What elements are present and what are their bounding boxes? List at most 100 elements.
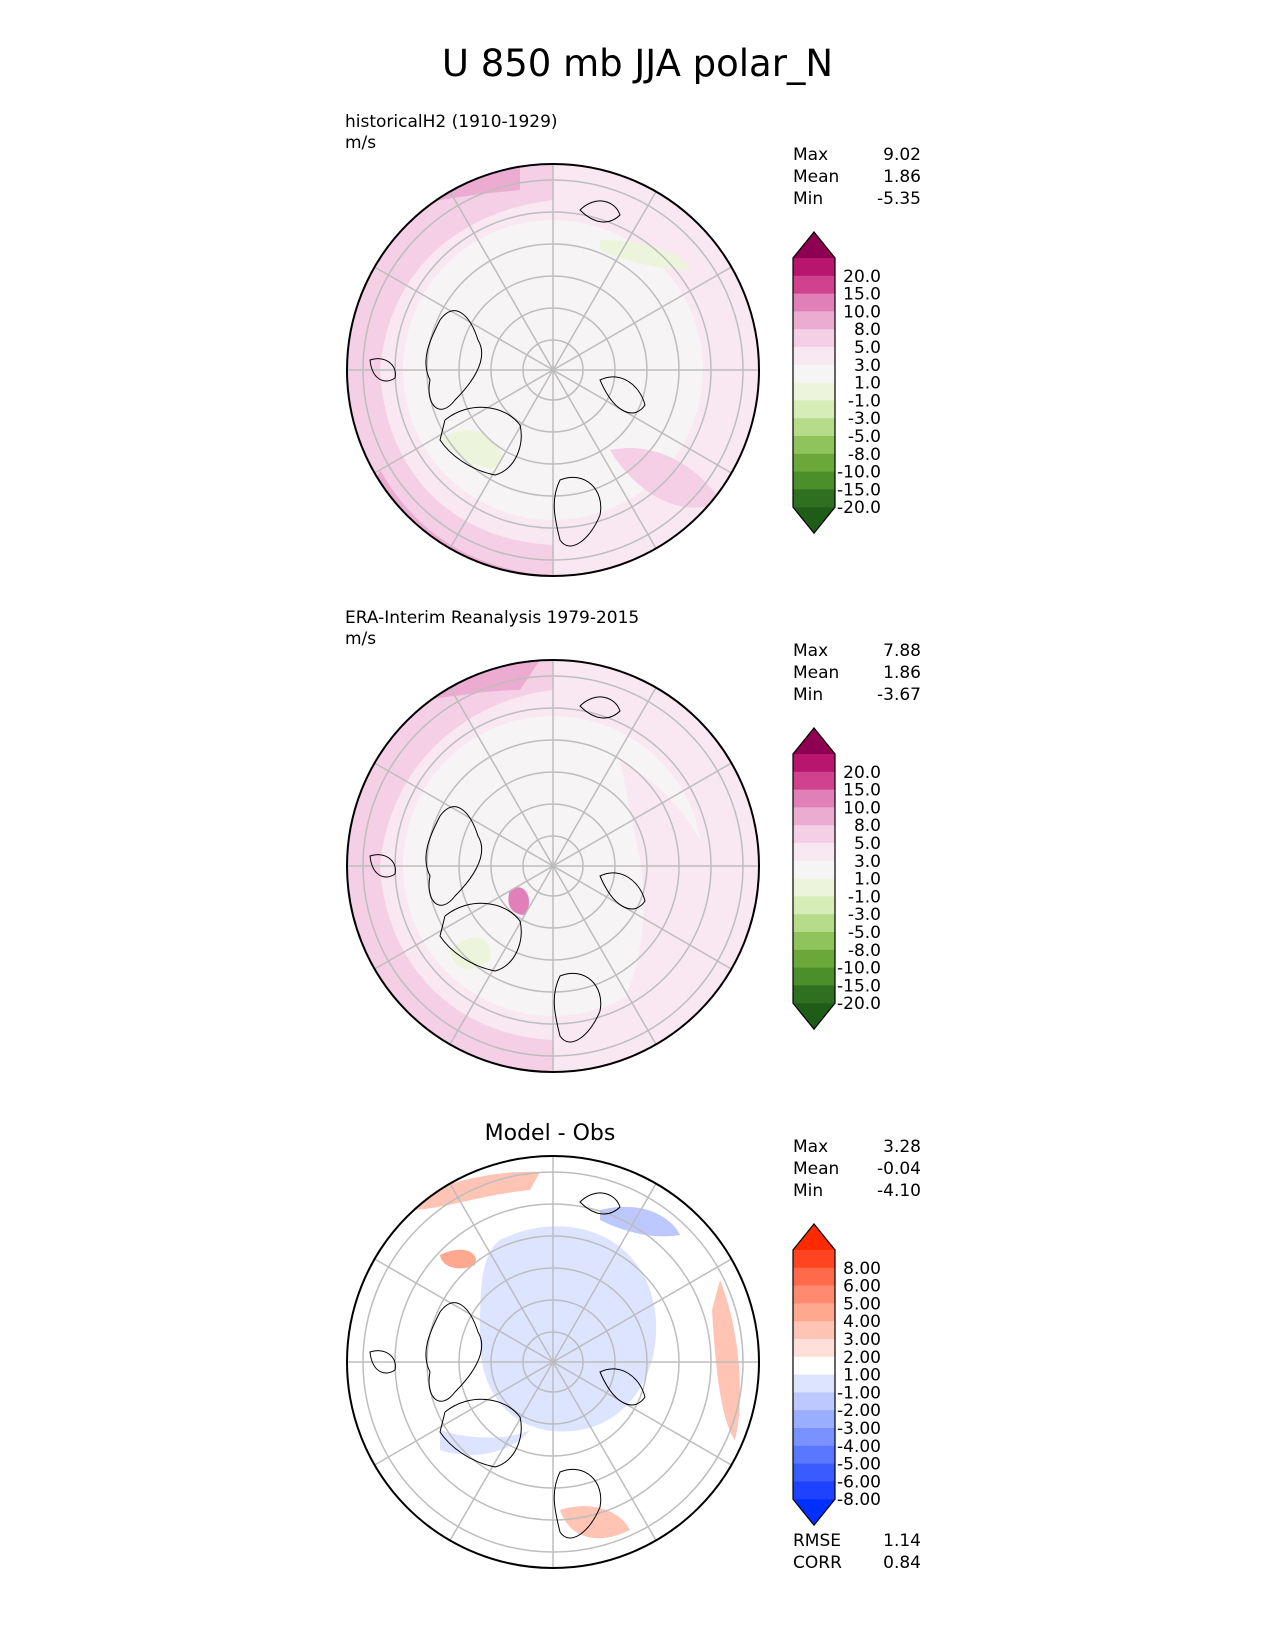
- colorbar-segment-12: [793, 949, 835, 969]
- figure-title: U 850 mb JJA polar_N: [441, 42, 834, 85]
- colorbar-segment-10: [793, 914, 835, 933]
- colorbar-segment-3: [793, 293, 835, 312]
- colorbar-tick-label-8: -3.0: [848, 409, 881, 429]
- colorbar-extend-top: [793, 232, 835, 258]
- metric-corr-value: 0.84: [883, 1553, 921, 1573]
- panel-model-stats: Max 9.02 Mean 1.86 Min -5.35: [793, 144, 921, 210]
- colorbar-segment-7: [793, 860, 835, 880]
- colorbar-tick-label-10: -8.0: [848, 941, 881, 961]
- colorbar-segment-3: [793, 789, 835, 808]
- panel-diff-metrics: RMSE 1.14 CORR 0.84: [793, 1530, 921, 1574]
- colorbar-tick-label-3: 4.00: [843, 1312, 881, 1332]
- panel-obs-stats: Max 7.88 Mean 1.86 Min -3.67: [793, 640, 921, 706]
- colorbar-segment-11: [793, 1428, 835, 1447]
- colorbar-tick-label-6: 1.0: [854, 870, 881, 890]
- metric-corr: CORR 0.84: [793, 1552, 921, 1574]
- panel-obs-title: ERA-Interim Reanalysis 1979-2015 m/s: [345, 608, 639, 650]
- colorbar-segment-9: [793, 896, 835, 915]
- stat-mean-label: Mean: [793, 167, 840, 187]
- coastline-3: [579, 1192, 621, 1215]
- colorbar-segment-5: [793, 1321, 835, 1340]
- field-contour-3: [712, 1280, 740, 1440]
- metric-rmse: RMSE 1.14: [793, 1530, 921, 1552]
- panel-diff-title: Model - Obs: [484, 1121, 616, 1146]
- colorbar-segment-8: [793, 1374, 835, 1393]
- coastline-2: [553, 1469, 602, 1539]
- colorbar-tick-label-4: 5.0: [854, 338, 881, 358]
- field-contour-1: [553, 164, 759, 370]
- colorbar-tick-label-10: -8.0: [848, 445, 881, 465]
- colorbar-tick-label-12: -15.0: [837, 976, 881, 996]
- panel-diff: Model - Obs Max 3.28 Mean -0.04 Min -4.10 R…: [0, 0, 1275, 1573]
- coastline-2: [553, 477, 602, 547]
- panel-model-name: historicalH2 (1910-1929): [345, 112, 558, 132]
- colorbar-segment-10: [793, 418, 835, 437]
- colorbar-segment-6: [793, 347, 835, 366]
- colorbar-segment-7: [793, 364, 835, 384]
- colorbar-outline: [792, 727, 836, 1031]
- meridian-line-5: [374, 266, 732, 474]
- panel-diff-stats: Max 3.28 Mean -0.04 Min -4.10: [793, 1136, 921, 1202]
- colorbar-2: 8.006.005.004.003.002.001.00-1.00-2.00-3…: [792, 1223, 881, 1527]
- colorbar-segment-13: [793, 1463, 835, 1482]
- stat-min-value: -5.35: [877, 189, 921, 209]
- colorbar-segment-4: [793, 1303, 835, 1322]
- colorbar-segment-1: [793, 258, 835, 277]
- colorbar-segment-13: [793, 967, 835, 986]
- map-outline-1: [346, 659, 760, 1073]
- panel-model-title: historicalH2 (1910-1929) m/s: [345, 112, 558, 154]
- colorbar-extend-top: [793, 728, 835, 754]
- colorbar-segment-9: [793, 400, 835, 419]
- stat-max: Max 3.28: [793, 1136, 921, 1158]
- colorbar-segment-14: [793, 985, 835, 1004]
- colorbar-extend-top: [793, 1224, 835, 1250]
- coastline-4: [369, 358, 396, 382]
- panel-obs-name: ERA-Interim Reanalysis 1979-2015: [345, 608, 640, 628]
- colorbar-tick-label-5: 3.0: [854, 852, 881, 872]
- colorbar-segment-4: [793, 807, 835, 826]
- colorbar-extend-bottom: [793, 507, 835, 534]
- stat-max: Max 7.88: [793, 640, 921, 662]
- colorbar-segment-13: [793, 471, 835, 490]
- coastline-3: [579, 696, 621, 719]
- colorbar-segment-14: [793, 1481, 835, 1500]
- coastline-5: [599, 872, 646, 910]
- coastline-5: [599, 376, 646, 414]
- colorbar-tick-label-11: -10.0: [837, 463, 881, 483]
- panel-obs-units: m/s: [345, 629, 377, 649]
- colorbar-segment-9: [793, 1392, 835, 1411]
- stat-max-value: 9.02: [883, 145, 921, 165]
- map-field-1: [347, 660, 759, 1072]
- field-contour-5: [440, 430, 502, 469]
- field-contour-0: [347, 660, 553, 1072]
- stat-mean: Mean -0.04: [793, 1158, 921, 1180]
- stat-min-value: -3.67: [877, 685, 921, 705]
- colorbar-tick-label-3: 8.0: [854, 320, 881, 340]
- coastline-0: [425, 310, 483, 410]
- metric-rmse-value: 1.14: [883, 1531, 921, 1551]
- coastline-4: [369, 854, 396, 878]
- colorbar-tick-label-2: 5.00: [843, 1294, 881, 1314]
- stat-min-label: Min: [793, 1181, 824, 1201]
- field-contour-4: [450, 937, 491, 969]
- field-contour-5: [508, 887, 530, 915]
- colorbar-segment-4: [793, 311, 835, 330]
- colorbar-tick-label-1: 15.0: [843, 781, 881, 801]
- map-outline-2: [346, 1155, 760, 1569]
- colorbar-tick-label-1: 15.0: [843, 285, 881, 305]
- coastline-3: [579, 200, 621, 223]
- colorbar-tick-label-12: -6.00: [837, 1472, 881, 1492]
- colorbar-segment-5: [793, 329, 835, 348]
- stat-min: Min -4.10: [793, 1180, 921, 1202]
- map-field-0: [347, 164, 759, 576]
- colorbar-tick-label-6: 1.0: [854, 374, 881, 394]
- stat-min-value: -4.10: [877, 1181, 921, 1201]
- stat-mean-value: 1.86: [883, 167, 921, 187]
- colorbar-tick-label-0: 20.0: [843, 267, 881, 287]
- colorbar-tick-label-11: -5.00: [837, 1455, 881, 1475]
- colorbar-segment-1: [793, 1250, 835, 1269]
- colorbar-segment-11: [793, 436, 835, 455]
- field-contour-0: [480, 1226, 657, 1432]
- coastline-1: [439, 406, 522, 476]
